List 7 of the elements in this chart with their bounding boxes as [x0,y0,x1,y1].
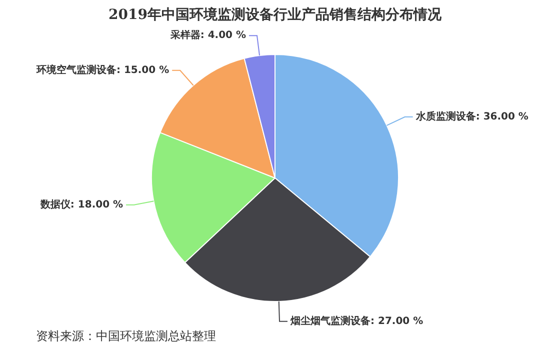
slice-label: 烟尘烟气监测设备: 27.00 % [290,315,424,328]
slice-label: 数据仪: 18.00 % [39,198,124,210]
chart-title: 2019年中国环境监测设备行业产品销售结构分布情况 [108,6,442,24]
slice-label: 水质监测设备: 36.00 % [414,110,528,122]
text: 资料来源：中国环境监测总站整理 [36,328,216,345]
slice-label: 采样器: 4.00 % [169,29,246,42]
slice-label: 环境空气监测设备: 15.00 % [35,64,170,76]
